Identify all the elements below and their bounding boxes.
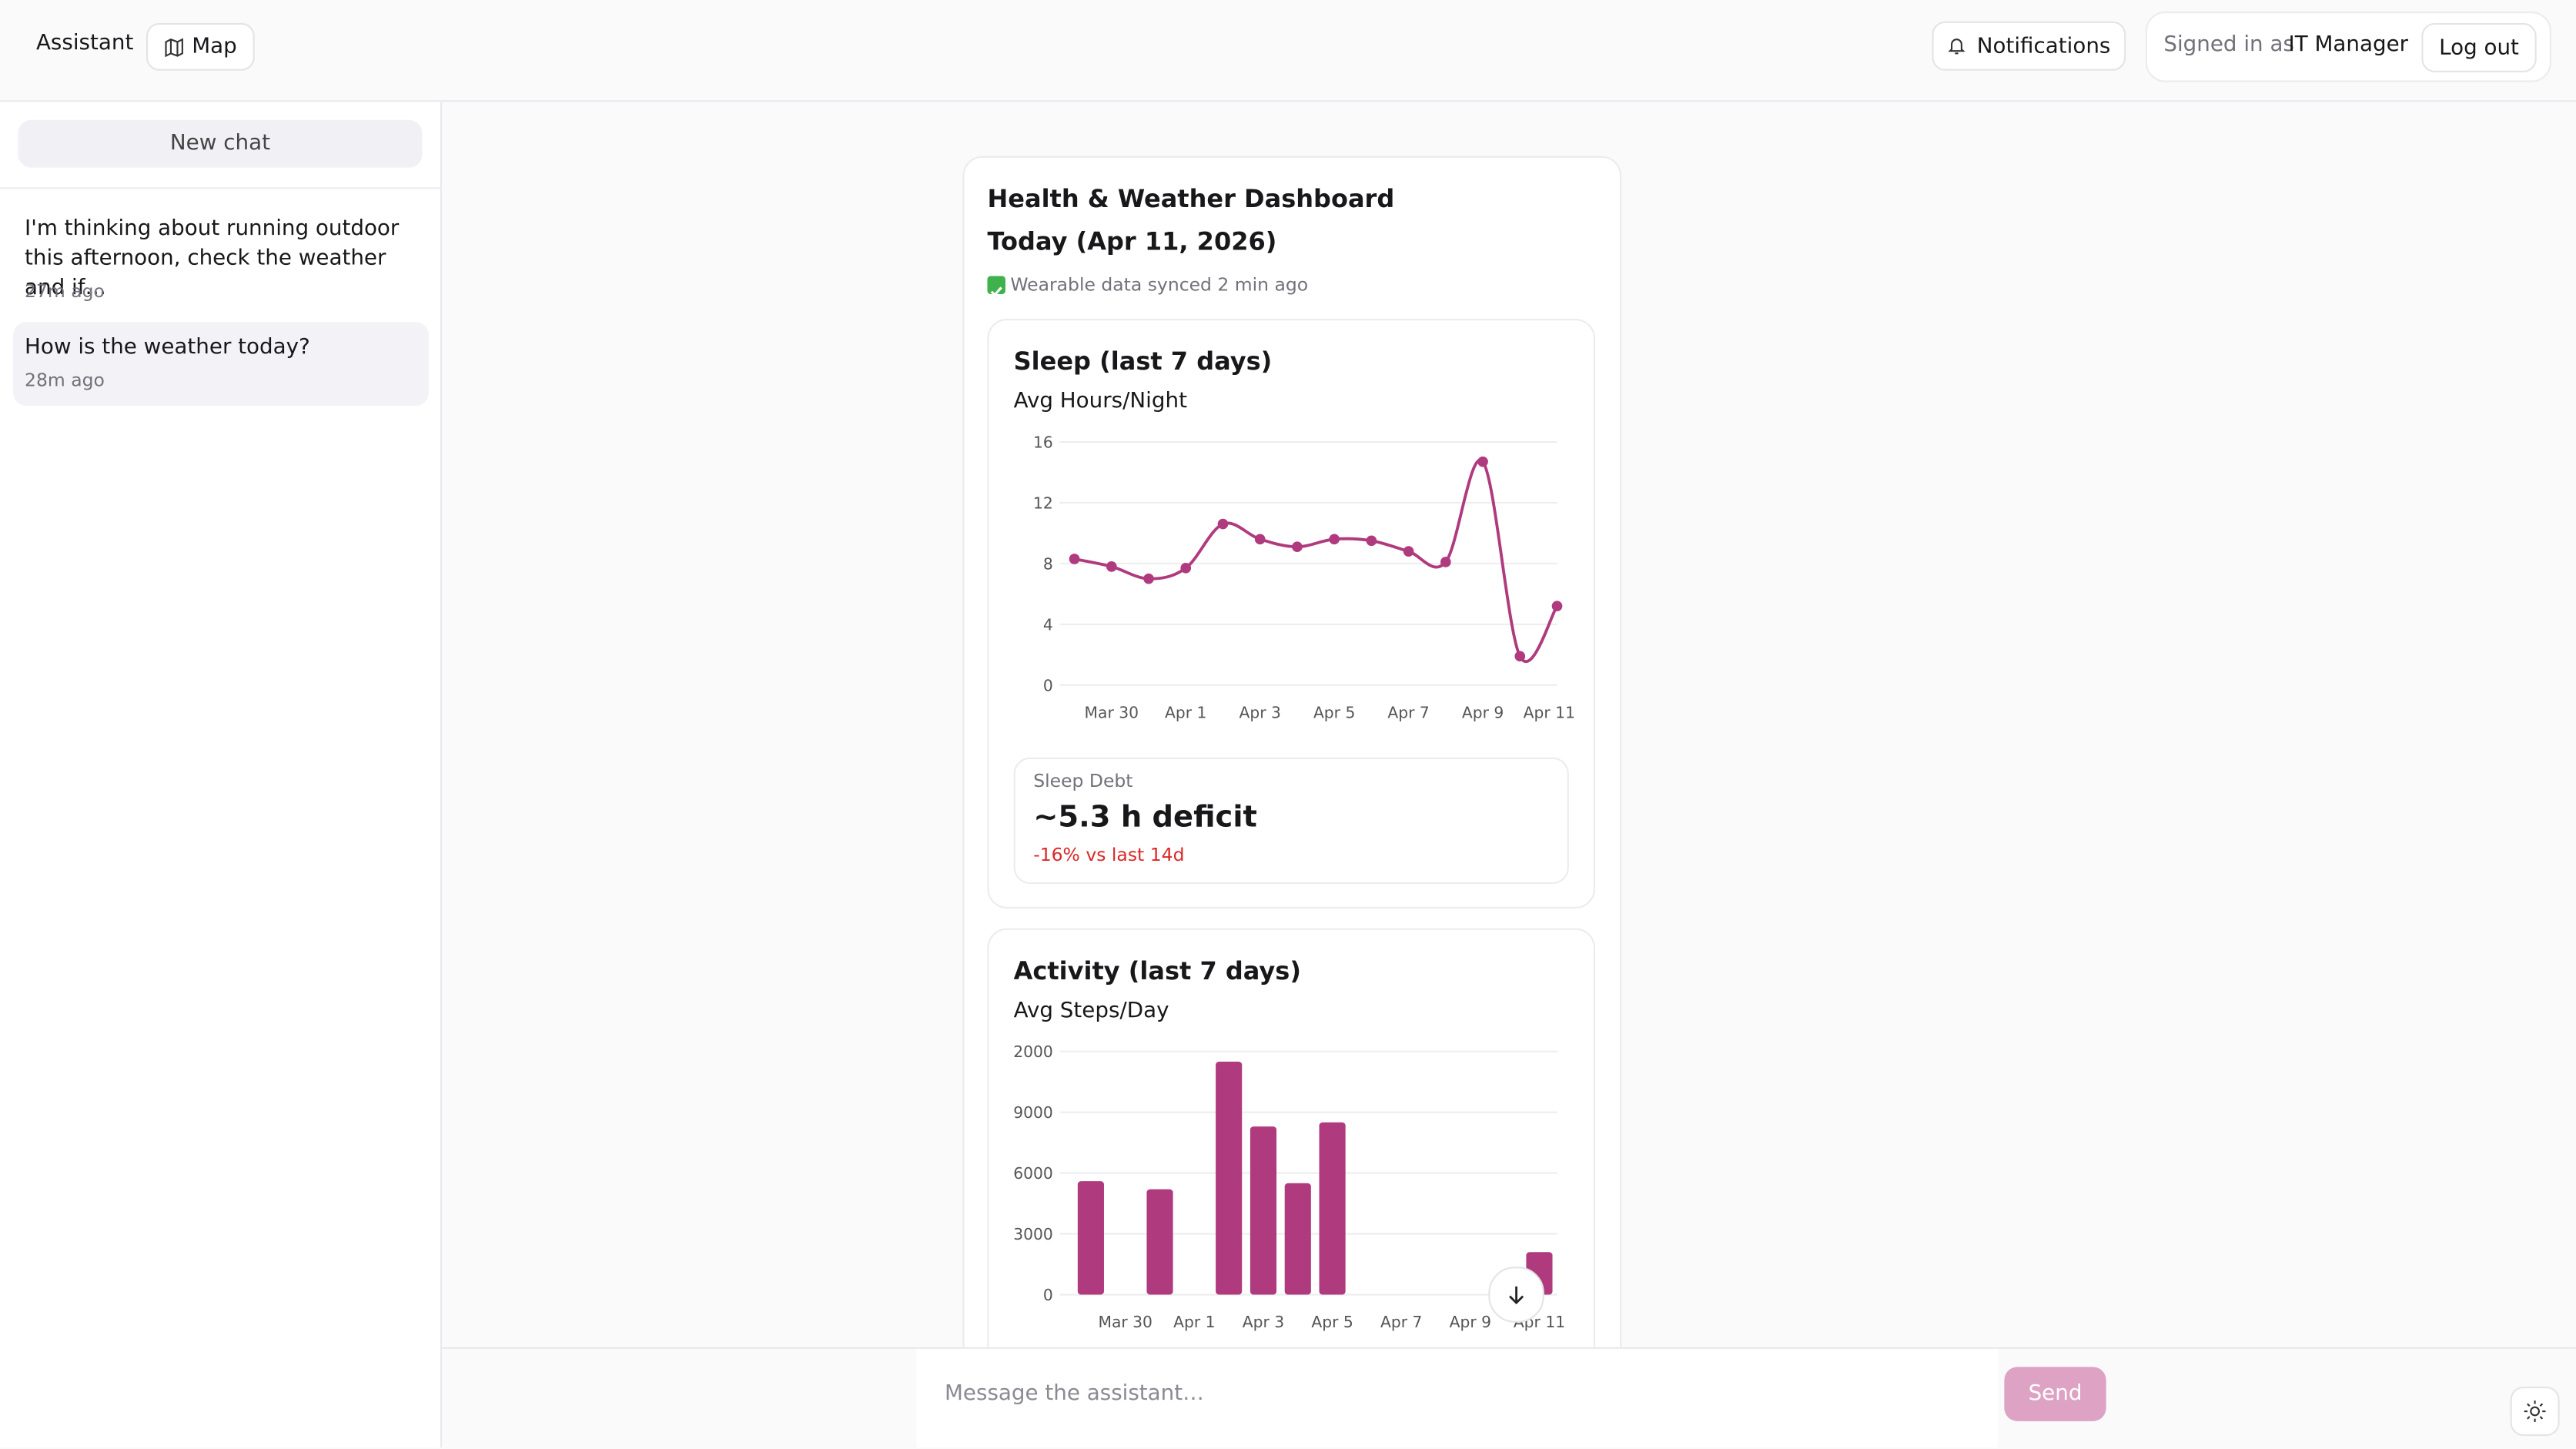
bar xyxy=(1146,1189,1173,1295)
point xyxy=(1440,557,1451,567)
x-tick-label: Apr 1 xyxy=(1165,704,1206,722)
input-placeholder: Message the assistant… xyxy=(944,1381,1204,1407)
x-tick-label: Apr 7 xyxy=(1387,704,1429,722)
stat-change: -16% vs last 14d xyxy=(1033,844,1185,866)
message-input[interactable] xyxy=(916,1348,1998,1447)
chart-subtitle: Avg Hours/Night xyxy=(1013,389,1187,414)
map-button[interactable]: Map xyxy=(146,22,255,71)
logout-button[interactable]: Log out xyxy=(2421,22,2537,72)
x-tick-label: Apr 9 xyxy=(1462,704,1504,722)
chart-title: Activity (last 7 days) xyxy=(1013,955,1301,986)
point xyxy=(1217,518,1229,530)
user-name: IT Manager xyxy=(2288,32,2409,58)
x-tick-label: Apr 5 xyxy=(1313,704,1355,722)
bell-icon xyxy=(1949,38,1966,55)
x-tick-label: Apr 7 xyxy=(1380,1313,1422,1331)
stat-label: Sleep Debt xyxy=(1033,770,1133,792)
x-tick-label: Mar 30 xyxy=(1098,1313,1152,1331)
notifications-button[interactable]: Notifications xyxy=(1932,21,2126,71)
sync-status: Wearable data synced 2 min ago xyxy=(1010,274,1309,296)
bar xyxy=(1319,1122,1346,1295)
bar xyxy=(1284,1183,1311,1295)
chart-subtitle: Avg Steps/Day xyxy=(1013,999,1169,1024)
check-icon xyxy=(987,276,1005,297)
point xyxy=(1106,561,1117,572)
assistant-link[interactable]: Assistant xyxy=(35,31,134,56)
chat-item-active[interactable] xyxy=(13,322,429,407)
y-tick-label: 0 xyxy=(1043,676,1053,694)
y-tick-label: 4 xyxy=(1043,615,1053,634)
x-tick-label: Mar 30 xyxy=(1085,704,1139,722)
new-chat-button[interactable]: New chat xyxy=(18,119,423,168)
point xyxy=(1477,456,1488,467)
point xyxy=(1514,651,1526,662)
point xyxy=(1069,554,1080,564)
point xyxy=(1366,535,1377,547)
stat-value: ~5.3 h deficit xyxy=(1033,800,1257,835)
y-tick-label: 16 xyxy=(1033,433,1053,451)
chat-time: 28m ago xyxy=(25,370,105,391)
map-icon xyxy=(164,37,183,57)
send-button[interactable]: Send xyxy=(2004,1367,2106,1421)
bar xyxy=(1077,1181,1104,1295)
sun-icon xyxy=(2524,1400,2546,1422)
x-tick-label: Apr 1 xyxy=(1173,1313,1215,1331)
scroll-down-button[interactable] xyxy=(1488,1267,1544,1323)
y-tick-label: 6000 xyxy=(1013,1164,1053,1183)
point xyxy=(1329,534,1340,545)
point xyxy=(1180,563,1192,574)
dashboard-title: Health & Weather Dashboard xyxy=(987,183,1395,214)
x-tick-label: Apr 11 xyxy=(1524,704,1575,722)
check-mark xyxy=(990,286,1002,297)
point xyxy=(1551,601,1563,612)
bar xyxy=(1216,1061,1243,1295)
notifications-label: Notifications xyxy=(1976,33,2111,59)
y-tick-label: 9000 xyxy=(1013,1103,1053,1122)
point xyxy=(1254,534,1266,545)
x-tick-label: Apr 5 xyxy=(1311,1313,1353,1331)
point xyxy=(1292,541,1303,553)
dashboard-date: Today (Apr 11, 2026) xyxy=(987,226,1277,256)
chart-title: Sleep (last 7 days) xyxy=(1013,346,1273,376)
map-label: Map xyxy=(192,34,237,59)
line xyxy=(1074,458,1559,664)
theme-toggle[interactable] xyxy=(2510,1387,2560,1437)
chat-time: 27m ago xyxy=(25,280,105,303)
chat-title[interactable]: I'm thinking about running outdoor this … xyxy=(25,216,400,301)
stat-card xyxy=(1013,757,1569,885)
bar xyxy=(1250,1126,1277,1295)
y-tick-label: 12 xyxy=(1033,494,1053,512)
point xyxy=(1403,546,1414,557)
activity-card xyxy=(987,928,1596,1425)
x-tick-label: Apr 3 xyxy=(1243,1313,1284,1331)
y-tick-label: 3000 xyxy=(1013,1225,1053,1243)
point xyxy=(1143,573,1154,584)
y-tick-label: 2000 xyxy=(1013,1042,1053,1061)
x-tick-label: Apr 3 xyxy=(1239,704,1280,722)
signed-in-label: Signed in as xyxy=(2163,32,2294,58)
y-tick-label: 8 xyxy=(1043,554,1053,573)
divider xyxy=(0,187,440,189)
y-tick-label: 0 xyxy=(1043,1286,1053,1304)
x-tick-label: Apr 9 xyxy=(1450,1313,1491,1331)
chat-title[interactable]: How is the weather today? xyxy=(25,335,310,360)
arrow-icon xyxy=(1509,1286,1524,1305)
